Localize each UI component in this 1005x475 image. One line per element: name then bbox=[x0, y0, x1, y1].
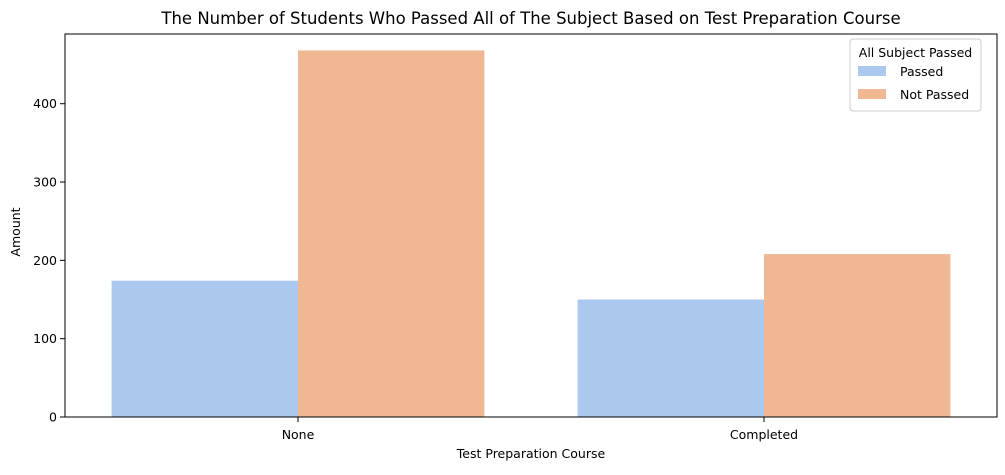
legend-entries: Passed Not Passed bbox=[858, 64, 969, 102]
bars-layer bbox=[111, 50, 951, 418]
y-tick-label: 200 bbox=[33, 253, 57, 268]
y-tick-label: 300 bbox=[33, 175, 57, 190]
bar-completed-passed bbox=[577, 299, 764, 417]
y-axis-ticks: 0 100 200 300 400 bbox=[33, 96, 65, 425]
plot-frame bbox=[64, 33, 998, 418]
x-axis-label: Test Preparation Course bbox=[456, 446, 606, 461]
legend-label-not-passed: Not Passed bbox=[900, 87, 969, 102]
chart-title: The Number of Students Who Passed All of… bbox=[160, 9, 900, 28]
y-tick-label: 400 bbox=[33, 96, 57, 111]
legend: All Subject Passed Passed Not Passed bbox=[849, 38, 982, 112]
x-axis-ticks: None Completed bbox=[282, 417, 798, 442]
y-tick-label: 100 bbox=[33, 331, 57, 346]
legend-swatch-not-passed bbox=[858, 89, 886, 99]
bar-completed-not-passed bbox=[764, 254, 951, 417]
legend-swatch-passed bbox=[858, 66, 886, 76]
x-tick-label: None bbox=[282, 427, 315, 442]
bar-none-not-passed bbox=[298, 50, 485, 418]
y-tick-label: 0 bbox=[49, 410, 57, 425]
legend-title: All Subject Passed bbox=[859, 45, 972, 60]
legend-label-passed: Passed bbox=[900, 64, 943, 79]
bar-none-passed bbox=[111, 280, 298, 417]
x-tick-label: Completed bbox=[730, 427, 798, 442]
y-axis-label: Amount bbox=[8, 207, 23, 256]
